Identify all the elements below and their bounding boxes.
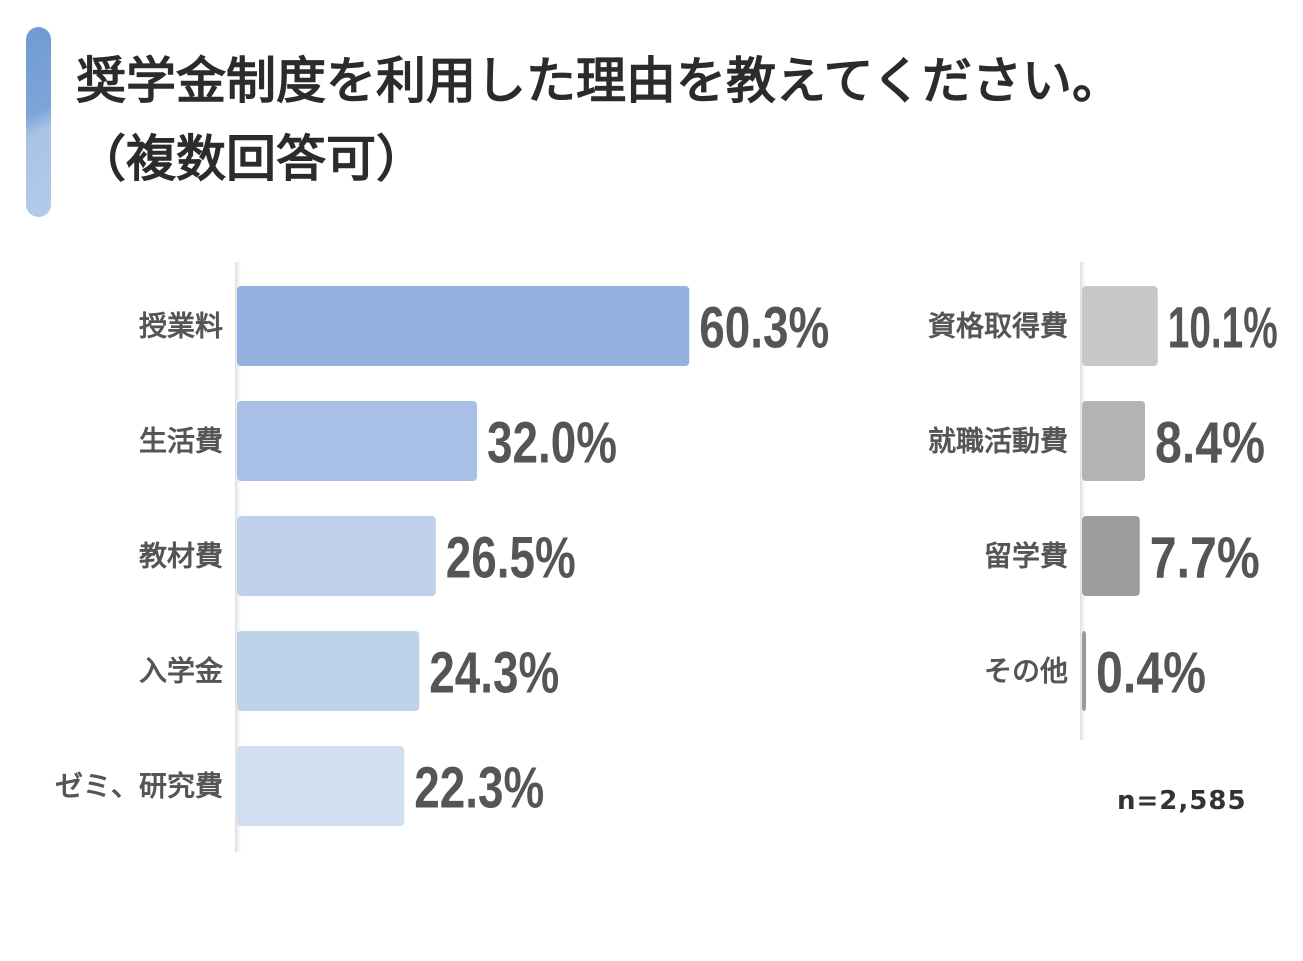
right-bar-group: 資格取得費 10.1% 就職活動費 8.4% 留学費 7.7% その他 0.4% (928, 286, 1278, 711)
value-label: 32.0% (487, 411, 617, 476)
right-axis-shadow (1080, 262, 1088, 740)
value-label: 60.3% (699, 296, 829, 361)
value-label: 7.7% (1150, 526, 1260, 591)
value-label: 22.3% (414, 756, 544, 821)
chart-title: 奨学金制度を利用した理由を教えてください。 （複数回答可） (76, 42, 1122, 198)
bar (237, 401, 477, 481)
bar (237, 286, 690, 366)
bar (237, 746, 405, 826)
bar (1082, 401, 1145, 481)
value-label: 8.4% (1155, 411, 1265, 476)
bar (1082, 631, 1086, 711)
chart-title-line1: 奨学金制度を利用した理由を教えてください。 (76, 52, 1122, 110)
category-label: 就職活動費 (928, 425, 1068, 458)
category-label: 教材費 (139, 540, 223, 573)
sample-size-label: n=2,585 (1117, 786, 1247, 816)
left-bar-group: 授業料 60.3% 生活費 32.0% 教材費 26.5% 入学金 24.3% ゼミ、研究費 22… (55, 286, 829, 826)
bar (237, 631, 420, 711)
category-label: 入学金 (139, 655, 224, 688)
value-label: 10.1% (1168, 296, 1278, 361)
bar (1082, 516, 1140, 596)
title-accent-bar (26, 27, 51, 217)
value-label: 0.4% (1096, 641, 1206, 706)
bar (237, 516, 436, 596)
category-label: 生活費 (139, 425, 223, 458)
category-label: 留学費 (984, 540, 1068, 573)
category-label: 授業料 (139, 310, 223, 343)
value-label: 26.5% (446, 526, 576, 591)
category-label: ゼミ、研究費 (55, 770, 223, 803)
value-label: 24.3% (429, 641, 559, 706)
category-label: その他 (984, 655, 1068, 688)
chart-title-line2: （複数回答可） (76, 130, 426, 188)
bar (1082, 286, 1158, 366)
category-label: 資格取得費 (928, 310, 1068, 343)
